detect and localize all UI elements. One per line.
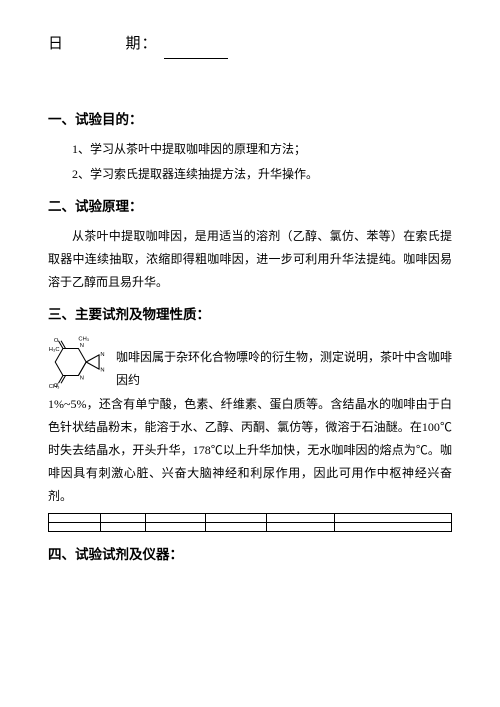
td-m	[101, 523, 145, 532]
td-density	[266, 523, 335, 532]
table-row	[49, 523, 452, 532]
table-header-row	[49, 514, 452, 523]
td-name	[49, 523, 101, 532]
svg-text:O: O	[54, 384, 59, 390]
th-density	[266, 514, 335, 523]
caffeine-structure-icon: H₃C CH₃ CH₃ O O N N N N	[48, 333, 114, 391]
th-appearance	[335, 514, 452, 523]
properties-table	[48, 513, 452, 532]
td-mp	[206, 523, 266, 532]
s1-item1: 1、学习从茶叶中提取咖啡因的原理和方法；	[48, 138, 452, 161]
s3-rest-text: 1%~5%，还含有单宁酸，色素、纤维素、蛋白质等。含结晶水的咖啡由于白色针状结晶…	[48, 393, 452, 507]
td-bp	[145, 523, 205, 532]
molecule-row: H₃C CH₃ CH₃ O O N N N N 咖啡因属于杂环化合物嘌呤的衍生物…	[48, 333, 452, 391]
svg-text:N: N	[100, 368, 104, 374]
section-1-heading: 一、试验目的：	[48, 107, 452, 133]
section-4-heading: 四、试验试剂及仪器：	[48, 542, 452, 568]
th-bp	[145, 514, 205, 523]
date-day: 日	[48, 36, 64, 52]
svg-text:N: N	[80, 376, 84, 382]
th-name	[49, 514, 101, 523]
td-appearance	[335, 523, 452, 532]
svg-text:N: N	[80, 344, 84, 350]
s1-item2: 2、学习索氏提取器连续抽提方法，升华操作。	[48, 163, 452, 186]
th-m	[101, 514, 145, 523]
date-line: 日 期：	[48, 30, 452, 59]
svg-text:N: N	[100, 353, 104, 359]
date-blank	[164, 44, 228, 59]
svg-text:O: O	[54, 338, 59, 344]
section-2-heading: 二、试验原理：	[48, 194, 452, 220]
svg-text:CH₃: CH₃	[78, 337, 89, 343]
section-3-heading: 三、主要试剂及物理性质：	[48, 302, 452, 328]
s2-p1: 从茶叶中提取咖啡因，是用适当的溶剂（乙醇、氯仿、苯等）在索氏提取器中连续抽取，浓…	[48, 225, 452, 293]
date-period: 期：	[126, 36, 158, 52]
s3-inline-text: 咖啡因属于杂环化合物嘌呤的衍生物，测定说明，茶叶中含咖啡因约	[114, 346, 452, 392]
svg-text:H₃C: H₃C	[49, 347, 60, 353]
th-mp	[206, 514, 266, 523]
